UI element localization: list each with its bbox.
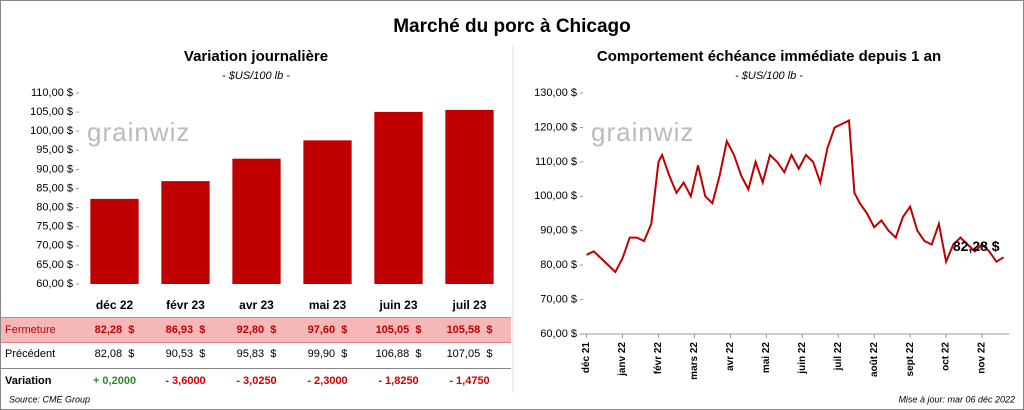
table-cell: - 2,3000 — [307, 375, 348, 387]
page-title: Marché du porc à Chicago — [393, 16, 631, 37]
x-tick-label: avr 22 — [725, 342, 736, 371]
y-tick-label: 90,00 $ — [36, 163, 73, 175]
table-cell: 86,93 $ — [165, 324, 206, 336]
table-cell: 107,05 $ — [446, 348, 493, 360]
table-row: Précédent 82,08 $ 90,53 $ 95,83 $ 99,90 $ 106… — [1, 342, 511, 366]
table-cell: 92,80 $ — [236, 324, 277, 336]
x-tick-label: mai 23 — [309, 298, 347, 312]
table-row: Variation + 0,2000 - 3,6000 - 3,0250 - 2,300… — [1, 368, 511, 393]
y-tick-label: 100,00 $ — [534, 190, 577, 202]
y-tick-label: 100,00 $ — [30, 125, 73, 137]
table-cell: 82,28 $ — [94, 324, 135, 336]
y-tick-label: 80,00 $ — [36, 202, 73, 214]
y-tick-label: 130,00 $ — [534, 87, 577, 99]
bar — [161, 181, 210, 284]
table-cell: 97,60 $ — [307, 324, 348, 336]
x-tick-label: déc 22 — [96, 298, 134, 312]
y-tick-label: 60,00 $ — [36, 278, 73, 290]
table-cell: 106,88 $ — [375, 348, 422, 360]
watermark: grainwiz — [591, 117, 694, 147]
table-cell: 95,83 $ — [236, 348, 277, 360]
y-tick-label: 110,00 $ — [31, 87, 73, 99]
chart-title: Comportement échéance immédiate depuis 1… — [597, 48, 941, 65]
y-tick-label: 110,00 $ — [535, 156, 577, 168]
source: Source: CME Group — [9, 394, 90, 404]
bar — [232, 158, 281, 284]
row-label: Fermeture — [5, 324, 56, 336]
y-tick-label: 105,00 $ — [30, 106, 73, 118]
table-cell: - 3,6000 — [165, 375, 206, 387]
x-tick-label: mars 22 — [689, 342, 700, 380]
table-cell: 105,58 $ — [446, 324, 493, 336]
bar — [445, 109, 494, 284]
x-tick-label: juil 22 — [833, 342, 844, 372]
y-tick-label: 85,00 $ — [36, 182, 73, 194]
table-cell: 105,05 $ — [375, 324, 422, 336]
table-cell: - 1,8250 — [378, 375, 419, 387]
line — [586, 119, 1005, 274]
y-tick-label: 80,00 $ — [540, 259, 577, 271]
chart-title: Variation journalière — [184, 48, 328, 65]
table-cell: 90,53 $ — [165, 348, 206, 360]
y-tick-label: 65,00 $ — [36, 259, 73, 271]
x-tick-label: nov 22 — [977, 342, 988, 374]
table-cell: - 1,4750 — [449, 375, 490, 387]
table-cell: 82,08 $ — [94, 348, 135, 360]
y-tick-label: 70,00 $ — [36, 240, 73, 252]
watermark: grainwiz — [87, 117, 190, 147]
table-cell: + 0,2000 — [92, 375, 137, 387]
x-tick-label: févr 22 — [653, 342, 664, 375]
chart-subtitle: - $US/100 lb - — [735, 70, 803, 82]
row-label: Variation — [5, 375, 52, 387]
table-cell: 99,90 $ — [307, 348, 348, 360]
x-tick-label: août 22 — [869, 342, 880, 377]
row-label: Précédent — [5, 348, 56, 360]
x-tick-label: oct 22 — [941, 342, 952, 371]
x-tick-label: juin 22 — [797, 342, 808, 375]
chart-subtitle: - $US/100 lb - — [222, 70, 290, 82]
x-tick-label: sept 22 — [905, 342, 916, 377]
bar — [90, 198, 139, 284]
annotation: 82,28 $ — [953, 238, 1000, 254]
y-tick-label: 75,00 $ — [36, 221, 73, 233]
x-tick-label: mai 22 — [761, 342, 772, 374]
y-tick-label: 95,00 $ — [36, 144, 73, 156]
x-tick-label: juil 23 — [451, 298, 486, 312]
x-tick-label: janv 22 — [617, 342, 628, 377]
x-tick-label: déc 21 — [581, 342, 592, 374]
x-tick-label: juin 23 — [378, 298, 417, 312]
y-tick-label: 90,00 $ — [540, 225, 577, 237]
y-tick-label: 60,00 $ — [540, 328, 577, 340]
table-row: Fermeture 82,28 $ 86,93 $ 92,80 $ 97,60 $ 105… — [1, 317, 511, 343]
x-tick-label: avr 23 — [239, 298, 274, 312]
table-cell: - 3,0250 — [236, 375, 277, 387]
x-tick-label: févr 23 — [166, 298, 205, 312]
y-tick-label: 120,00 $ — [534, 121, 577, 133]
bar — [374, 111, 423, 284]
updated: Mise à jour: mar 06 déc 2022 — [898, 394, 1015, 404]
y-tick-label: 70,00 $ — [540, 293, 577, 305]
bar — [303, 140, 352, 284]
